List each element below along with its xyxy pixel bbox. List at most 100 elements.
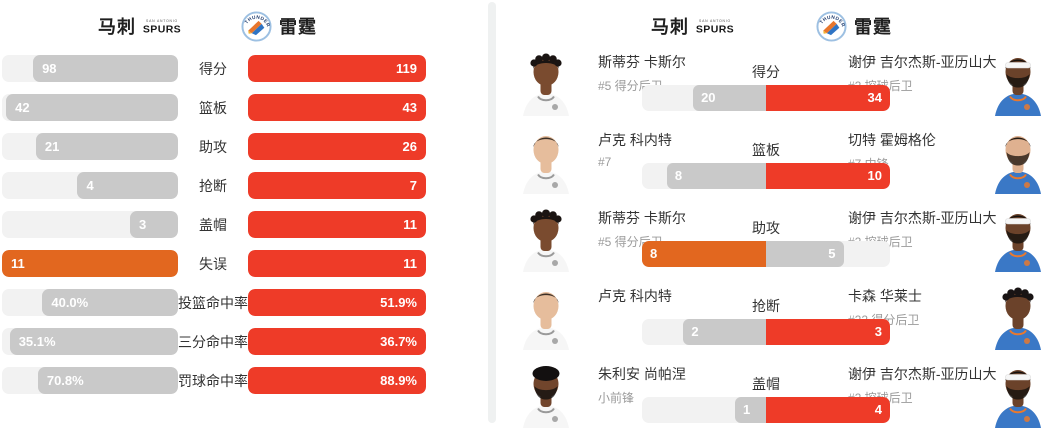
spurs-stat-bar-fill: 98 (33, 55, 178, 82)
thunder-player-value: 3 (874, 324, 882, 339)
spurs-bar-fill: 2 (683, 319, 766, 345)
player-leaders-list: 斯蒂芬 卡斯尔 #5 得分后卫 得分 谢伊 吉尔杰斯-亚历山大 #2 控球后卫 … (497, 45, 1050, 435)
thunder-stat-bar: 43 (248, 94, 426, 121)
stat-label: 盖帽 (199, 216, 227, 233)
panel-divider (488, 2, 496, 423)
team-stats-list: 98 得分 119 42 篮板 43 21 助攻 (2, 55, 426, 406)
svg-text:SAN ANTONIO: SAN ANTONIO (146, 19, 178, 23)
team-header-spurs[interactable]: 马刺 SAN ANTONIO SPURS (98, 9, 181, 43)
spurs-player-info: 卢克 科内特 #7 (598, 130, 672, 169)
thunder-player-value: 4 (874, 402, 882, 417)
spurs-stat-bar: 11 (2, 250, 178, 277)
spurs-stat-value: 21 (44, 139, 60, 154)
team-name-spurs: 马刺 (98, 17, 136, 37)
thunder-player-name[interactable]: 谢伊 吉尔杰斯-亚历山大 (848, 54, 997, 70)
team-name-thunder: 雷霆 (854, 17, 892, 37)
spurs-player-value: 2 (691, 324, 699, 339)
stat-label: 助攻 (199, 138, 227, 155)
thunder-player-value: 5 (828, 246, 836, 261)
thunder-player-photo[interactable] (990, 282, 1046, 350)
thunder-player-photo[interactable] (990, 204, 1046, 272)
spurs-stat-bar-fill: 3 (130, 211, 178, 238)
spurs-stat-bar-fill: 42 (6, 94, 178, 121)
spurs-stat-bar: 40.0% (2, 289, 178, 316)
team-header-spurs[interactable]: 马刺 SAN ANTONIO SPURS (651, 9, 734, 43)
spurs-player-photo[interactable] (518, 48, 574, 116)
team-stat-row: 70.8% 罚球命中率 88.9% (2, 367, 426, 394)
team-stat-row: 40.0% 投篮命中率 51.9% (2, 289, 426, 316)
spurs-stat-value: 70.8% (46, 373, 84, 388)
spurs-stat-bar-fill: 4 (77, 172, 178, 199)
spurs-player-photo[interactable] (518, 360, 574, 428)
thunder-player-photo[interactable] (990, 360, 1046, 428)
thunder-player-name[interactable]: 卡森 华莱士 (848, 288, 922, 304)
spurs-bar-half: 8 (642, 241, 766, 267)
spurs-player-name[interactable]: 卢克 科内特 (598, 288, 672, 304)
spurs-bar-fill: 1 (735, 397, 766, 423)
team-header-thunder[interactable]: THUNDER 雷霆 (816, 9, 892, 43)
thunder-stat-bar-fill: 43 (248, 94, 426, 121)
thunder-stat-bar-fill: 11 (248, 211, 426, 238)
svg-text:SPURS: SPURS (696, 24, 734, 36)
spurs-bar-fill: 8 (666, 163, 766, 189)
thunder-stat-value: 11 (403, 256, 417, 271)
spurs-logo-icon: SAN ANTONIO SPURS (143, 19, 181, 36)
player-stat-bar: 8 10 (642, 163, 890, 189)
stat-label: 得分 (752, 64, 780, 80)
spurs-player-name[interactable]: 斯蒂芬 卡斯尔 (598, 210, 686, 226)
spurs-player-name[interactable]: 卢克 科内特 (598, 132, 672, 148)
spurs-stat-bar-fill: 11 (2, 250, 178, 277)
thunder-stat-value: 11 (403, 217, 417, 232)
team-stat-row: 42 篮板 43 (2, 94, 426, 121)
thunder-stat-bar: 51.9% (248, 289, 426, 316)
team-stat-row: 3 盖帽 11 (2, 211, 426, 238)
thunder-stat-value: 43 (402, 100, 417, 115)
spurs-player-photo[interactable] (518, 282, 574, 350)
player-leader-row: 斯蒂芬 卡斯尔 #5 得分后卫 得分 谢伊 吉尔杰斯-亚历山大 #2 控球后卫 … (497, 45, 1050, 123)
svg-text:SPURS: SPURS (143, 24, 181, 36)
spurs-stat-value: 11 (11, 256, 25, 271)
stat-label: 抢断 (199, 177, 227, 194)
spurs-stat-value: 4 (86, 178, 94, 193)
spurs-player-name[interactable]: 斯蒂芬 卡斯尔 (598, 54, 686, 70)
thunder-stat-bar-fill: 36.7% (248, 328, 426, 355)
thunder-stat-value: 36.7% (380, 334, 417, 349)
spurs-player-photo[interactable] (518, 126, 574, 194)
player-stat-bar: 1 4 (642, 397, 890, 423)
thunder-player-name[interactable]: 谢伊 吉尔杰斯-亚历山大 (848, 366, 997, 382)
spurs-stat-value: 40.0% (51, 295, 89, 310)
spurs-bar-half: 8 (642, 163, 766, 189)
spurs-stat-value: 35.1% (18, 334, 56, 349)
stat-label: 得分 (199, 60, 227, 77)
stat-label: 篮板 (752, 142, 780, 158)
thunder-player-value: 10 (867, 168, 882, 183)
thunder-stat-bar: 11 (248, 211, 426, 238)
thunder-player-photo[interactable] (990, 48, 1046, 116)
spurs-player-photo[interactable] (518, 204, 574, 272)
spurs-player-detail: 小前锋 (598, 391, 635, 405)
svg-text:SAN ANTONIO: SAN ANTONIO (699, 19, 731, 23)
thunder-player-name[interactable]: 切特 霍姆格伦 (848, 132, 936, 148)
spurs-bar-fill: 20 (693, 85, 766, 111)
team-header-thunder[interactable]: THUNDER 雷霆 (241, 9, 317, 43)
thunder-stat-bar: 119 (248, 55, 426, 82)
thunder-bar-half: 5 (766, 241, 890, 267)
thunder-logo-icon: THUNDER (816, 10, 847, 42)
team-stat-row: 35.1% 三分命中率 36.7% (2, 328, 426, 355)
thunder-bar-fill: 34 (766, 85, 890, 111)
spurs-stat-bar: 21 (2, 133, 178, 160)
thunder-player-photo[interactable] (990, 126, 1046, 194)
thunder-player-name[interactable]: 谢伊 吉尔杰斯-亚历山大 (848, 210, 997, 226)
spurs-stat-bar: 3 (2, 211, 178, 238)
thunder-bar-fill: 4 (766, 397, 890, 423)
thunder-stat-bar-fill: 119 (248, 55, 426, 82)
player-stat-bar: 8 5 (642, 241, 890, 267)
thunder-bar-half: 10 (766, 163, 890, 189)
thunder-stat-bar: 26 (248, 133, 426, 160)
spurs-player-name[interactable]: 朱利安 尚帕涅 (598, 366, 686, 382)
spurs-stat-bar: 98 (2, 55, 178, 82)
spurs-stat-value: 3 (139, 217, 147, 232)
matchup-stats-page: 马刺 SAN ANTONIO SPURS THUNDER 雷霆 98 得分 (2, 2, 1041, 428)
stat-label: 罚球命中率 (178, 372, 248, 389)
spurs-stat-bar-fill: 21 (35, 133, 178, 160)
